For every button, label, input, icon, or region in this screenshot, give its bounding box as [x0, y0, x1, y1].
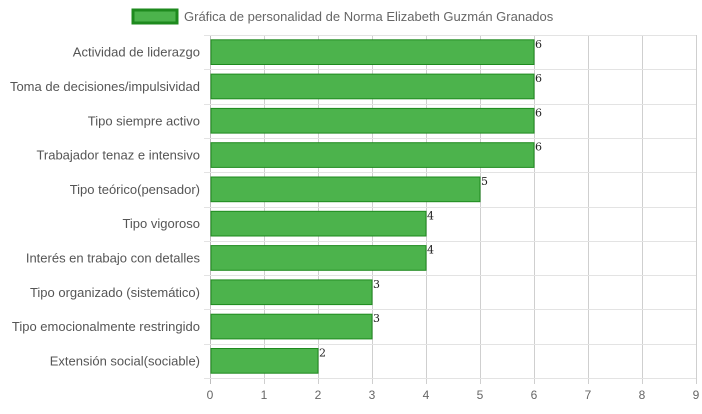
- data-label: 6: [535, 38, 542, 51]
- data-label: 3: [373, 312, 380, 325]
- legend-swatch[interactable]: [131, 8, 179, 25]
- x-tick-label: 1: [261, 388, 268, 402]
- bar[interactable]: [210, 348, 319, 374]
- x-tick-label: 7: [585, 388, 592, 402]
- bar[interactable]: [210, 245, 427, 271]
- x-tick-label: 8: [639, 388, 646, 402]
- data-label: 3: [373, 278, 380, 291]
- legend[interactable]: Gráfica de personalidad de Norma Elizabe…: [131, 8, 554, 25]
- data-label: 5: [481, 175, 488, 188]
- category-label: Interés en trabajo con detalles: [26, 250, 201, 265]
- x-tick-label: 6: [531, 388, 538, 402]
- bar[interactable]: [210, 107, 535, 134]
- x-tick-label: 2: [315, 388, 322, 402]
- bar[interactable]: [210, 210, 427, 237]
- bar[interactable]: [210, 279, 373, 306]
- category-label: Tipo organizado (sistemático): [30, 285, 200, 300]
- category-label: Trabajador tenaz e intensivo: [36, 148, 200, 163]
- category-label: Tipo siempre activo: [88, 113, 200, 128]
- data-label: 6: [535, 141, 542, 154]
- x-tick-label: 0: [207, 388, 214, 402]
- bar[interactable]: [210, 142, 535, 168]
- category-label: Actividad de liderazgo: [73, 45, 200, 60]
- category-label: Tipo teórico(pensador): [70, 182, 200, 197]
- data-label: 4: [427, 209, 434, 222]
- bar[interactable]: [210, 176, 481, 203]
- legend-series-label[interactable]: Gráfica de personalidad de Norma Elizabe…: [184, 9, 554, 24]
- x-tick-label: 4: [423, 388, 430, 402]
- category-labels: Actividad de liderazgo Toma de decisiones…: [10, 45, 201, 369]
- bar[interactable]: [210, 73, 535, 100]
- x-axis-tick-labels: 0 1 2 3 4 5 6 7 8 9: [207, 388, 700, 402]
- data-label: 4: [427, 244, 434, 257]
- data-labels: 6 6 6 6 5 4 4 3 3 2: [319, 38, 542, 360]
- data-label: 6: [535, 106, 542, 119]
- bars: [210, 39, 535, 374]
- x-tick-label: 5: [477, 388, 484, 402]
- category-label: Toma de decisiones/impulsividad: [10, 79, 200, 94]
- x-tick-label: 3: [369, 388, 376, 402]
- bar[interactable]: [210, 313, 373, 340]
- category-label: Tipo emocionalmente restringido: [12, 319, 200, 334]
- data-label: 2: [319, 347, 326, 360]
- data-label: 6: [535, 72, 542, 85]
- category-label: Extensión social(sociable): [50, 353, 200, 368]
- bar[interactable]: [210, 39, 535, 65]
- category-label: Tipo vigoroso: [122, 216, 200, 231]
- x-tick-label: 9: [693, 388, 700, 402]
